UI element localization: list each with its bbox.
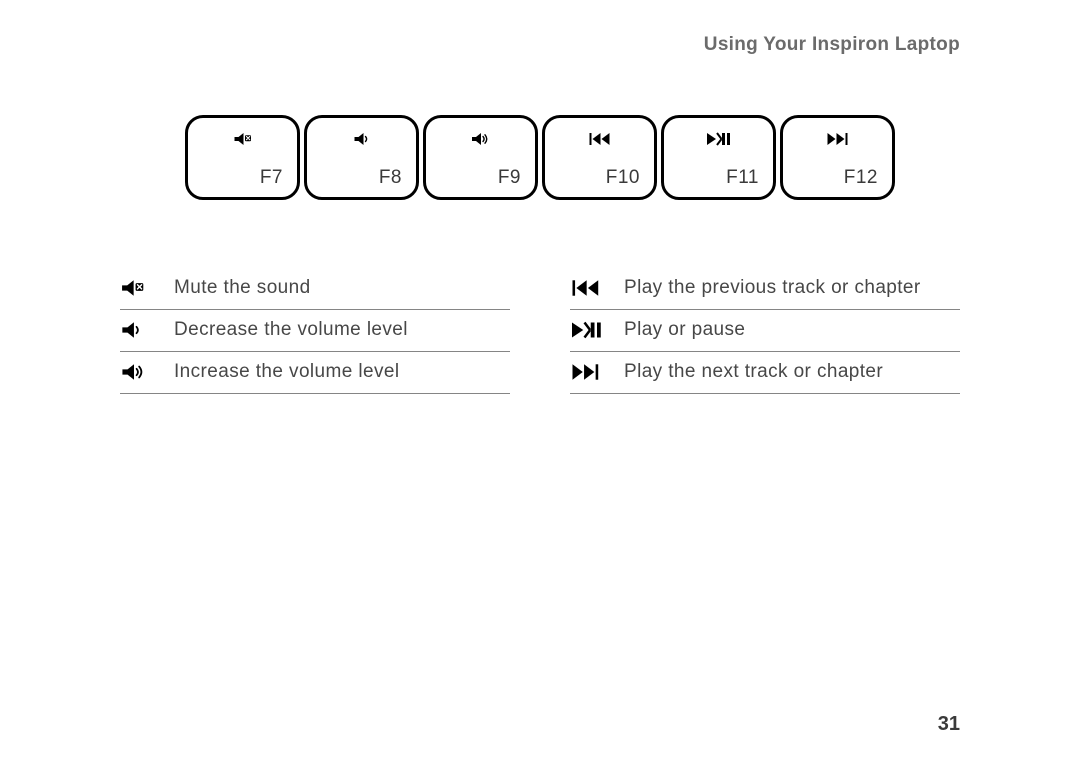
key-f11: F11 — [661, 115, 776, 200]
key-label: F12 — [844, 167, 878, 189]
volume-up-icon — [472, 132, 490, 146]
key-f10: F10 — [542, 115, 657, 200]
mute-icon — [122, 279, 156, 297]
key-label: F11 — [726, 167, 759, 189]
key-f12: F12 — [780, 115, 895, 200]
key-label: F8 — [379, 167, 402, 189]
legend-right-column: Play the previous track or chapter Play … — [570, 268, 960, 394]
legend-row: Play the next track or chapter — [570, 352, 960, 394]
key-label: F10 — [606, 167, 640, 189]
page-number: 31 — [938, 713, 960, 736]
volume-down-icon — [354, 132, 369, 146]
legend-text: Increase the volume level — [174, 361, 399, 383]
legend-row: Increase the volume level — [120, 352, 510, 394]
mute-icon — [234, 132, 251, 146]
next-track-icon — [572, 363, 606, 381]
function-keys-row: F7 F8 F9 F10 F11 F12 — [185, 115, 895, 200]
legend-text: Decrease the volume level — [174, 319, 408, 341]
legend-text: Play the next track or chapter — [624, 361, 883, 383]
previous-track-icon — [572, 279, 606, 297]
key-label: F9 — [498, 167, 521, 189]
legend-text: Mute the sound — [174, 277, 311, 299]
legend-text: Play the previous track or chapter — [624, 277, 921, 299]
legend: Mute the sound Decrease the volume level… — [120, 268, 960, 394]
legend-left-column: Mute the sound Decrease the volume level… — [120, 268, 510, 394]
legend-row: Mute the sound — [120, 268, 510, 310]
key-f7: F7 — [185, 115, 300, 200]
key-label: F7 — [260, 167, 283, 189]
legend-row: Play or pause — [570, 310, 960, 352]
legend-row: Play the previous track or chapter — [570, 268, 960, 310]
page-header: Using Your Inspiron Laptop — [704, 34, 960, 56]
volume-up-icon — [122, 363, 156, 381]
play-pause-icon — [707, 132, 731, 146]
volume-down-icon — [122, 321, 156, 339]
key-f8: F8 — [304, 115, 419, 200]
next-track-icon — [827, 132, 848, 146]
legend-text: Play or pause — [624, 319, 745, 341]
previous-track-icon — [589, 132, 610, 146]
legend-row: Decrease the volume level — [120, 310, 510, 352]
play-pause-icon — [572, 321, 606, 339]
key-f9: F9 — [423, 115, 538, 200]
